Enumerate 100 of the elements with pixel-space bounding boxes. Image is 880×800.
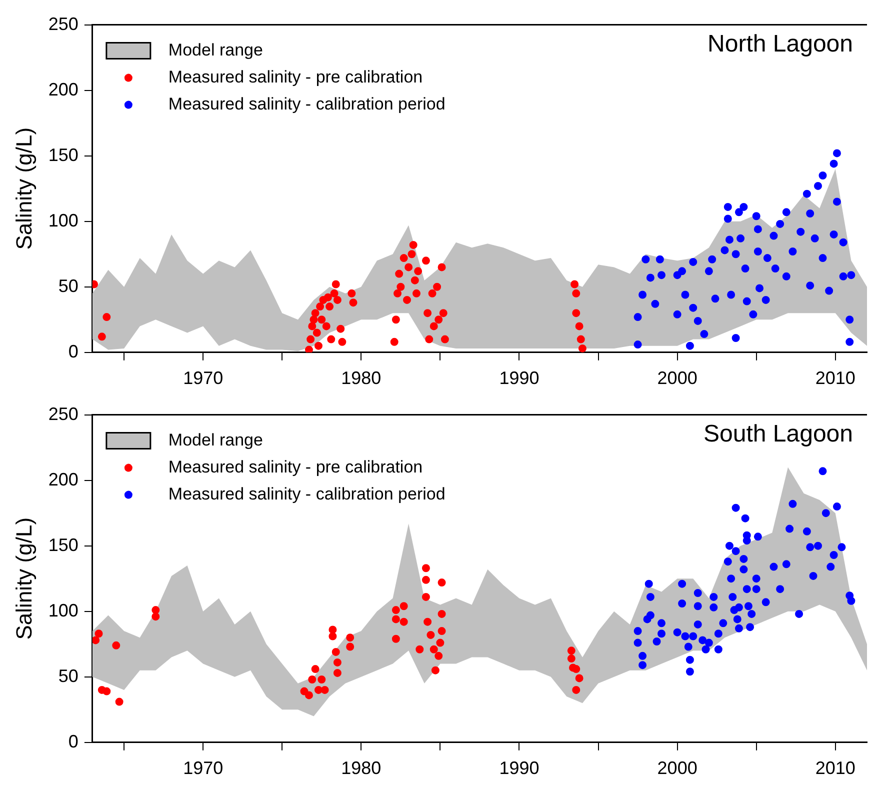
point [311,665,320,674]
point [434,316,443,324]
point [572,665,580,674]
point [440,335,449,344]
point [304,691,313,700]
point [424,618,432,626]
point [570,280,579,288]
point [94,630,103,638]
point [308,322,316,330]
point [576,335,585,344]
y-tick-label: 50 [58,666,78,686]
chart-title: South Lagoon [704,420,853,448]
point [348,289,356,298]
point [306,335,315,344]
point [152,612,160,621]
point [98,332,106,341]
point [431,666,440,674]
point [433,282,442,291]
y-tick-label: 150 [48,534,78,555]
point [115,698,124,706]
point [438,610,446,618]
point [314,686,322,694]
legend-label: Measured salinity - calibration period [168,484,446,504]
point [318,676,326,684]
point [438,627,446,636]
point [422,564,430,572]
point [578,344,586,352]
point [400,602,408,610]
x-tick-label: 1970 [183,368,224,388]
y-axis-title: Salinity (g/L) [11,517,36,640]
y-tick-label: 50 [58,276,78,296]
point [422,576,430,584]
point [425,335,434,344]
y-axis-title: Salinity (g/L) [11,127,36,250]
x-tick-label: 2010 [815,368,856,388]
point [422,256,430,265]
point [392,606,400,614]
point [332,648,340,656]
point [311,309,320,318]
point [439,309,448,318]
y-tick-label: 0 [68,731,78,752]
point [328,626,337,634]
y-tick-label: 200 [48,79,78,100]
point [428,289,436,298]
y-tick-label: 200 [48,469,78,490]
point [404,263,413,272]
legend-label: Measured salinity - pre calibration [168,457,423,476]
point [346,634,354,642]
point [412,289,420,298]
point [416,645,424,654]
point [392,634,400,643]
y-tick-label: 150 [48,144,78,165]
point [152,606,160,614]
point [333,296,342,304]
point [304,346,313,352]
point [422,592,430,601]
point [330,289,338,298]
chart-title: North Lagoon [708,30,853,58]
point [396,282,405,291]
point [314,342,322,350]
y-tick-label: 0 [68,341,78,362]
x-tick-label: 1980 [341,368,382,388]
x-tick-label: 2010 [815,758,856,778]
point [430,322,438,330]
point [424,309,432,318]
point [102,313,111,322]
point [338,338,346,346]
point [392,615,400,624]
point [349,298,358,307]
point [392,316,400,324]
legend-label: Measured salinity - calibration period [168,94,446,114]
point [332,280,340,288]
point [430,645,438,654]
point [572,289,580,298]
point [438,578,446,587]
point [346,642,354,651]
point [312,328,321,337]
point [400,618,408,626]
point [436,638,444,647]
point [567,646,576,655]
point [324,293,332,302]
legend-label: Model range [168,430,263,450]
legend-label: Model range [168,40,263,60]
x-tick-label: 2000 [657,758,698,778]
point [403,296,411,304]
point [575,322,584,330]
x-tick-label: 1980 [341,758,382,778]
point [328,632,337,640]
point [438,263,446,272]
point [336,324,345,333]
point [414,267,422,276]
point [318,316,326,324]
point [572,309,580,318]
legend-label: Measured salinity - pre calibration [168,67,423,86]
point [409,240,418,249]
point [112,641,120,650]
point [327,335,336,344]
point [394,289,402,298]
point [426,630,435,639]
point [572,686,580,694]
